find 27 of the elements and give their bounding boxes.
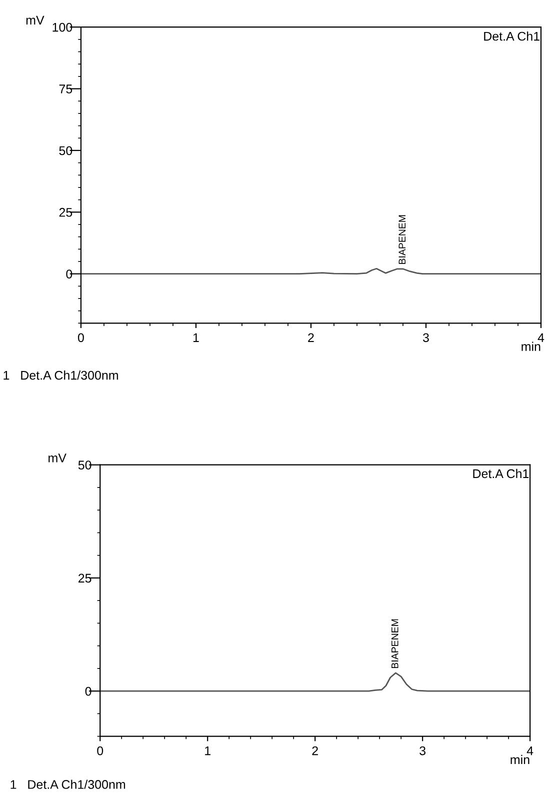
y-axis-title: mV bbox=[26, 16, 44, 24]
y-tick-label: 50 bbox=[59, 146, 72, 156]
line-series bbox=[100, 672, 530, 692]
x-axis-title: min bbox=[510, 754, 530, 764]
y-tick-label: 25 bbox=[78, 574, 92, 583]
annotation: Det.A Ch1 bbox=[484, 32, 540, 41]
x-tick-label: 2 bbox=[308, 333, 314, 342]
annotation: BIAPENEM bbox=[392, 619, 398, 668]
x-tick-label: 4 bbox=[538, 333, 544, 342]
text: 1 Det.A Ch1/300nm bbox=[4, 370, 118, 380]
annotation: BIAPENEM bbox=[398, 215, 406, 264]
x-tick-label: 1 bbox=[193, 333, 199, 342]
y-tick-label: 0 bbox=[66, 270, 72, 278]
x-axis-title: min bbox=[522, 342, 540, 351]
x-tick-label: 4 bbox=[526, 746, 534, 756]
y-tick-label: 25 bbox=[59, 208, 72, 217]
y-tick-label: 100 bbox=[52, 22, 72, 32]
y-axis-title: mV bbox=[48, 454, 66, 462]
y-tick-label: 75 bbox=[59, 84, 72, 94]
x-tick-label: 3 bbox=[422, 333, 429, 342]
x-tick-label: 3 bbox=[420, 746, 426, 756]
x-tick-label: 2 bbox=[312, 746, 318, 756]
text: 1 Det.A Ch1/300nm bbox=[10, 780, 126, 789]
x-tick-label: 0 bbox=[97, 746, 104, 756]
x-tick-label: 1 bbox=[205, 746, 210, 756]
annotation: Det.A Ch1 bbox=[473, 468, 529, 478]
y-tick-label: 50 bbox=[78, 460, 92, 470]
